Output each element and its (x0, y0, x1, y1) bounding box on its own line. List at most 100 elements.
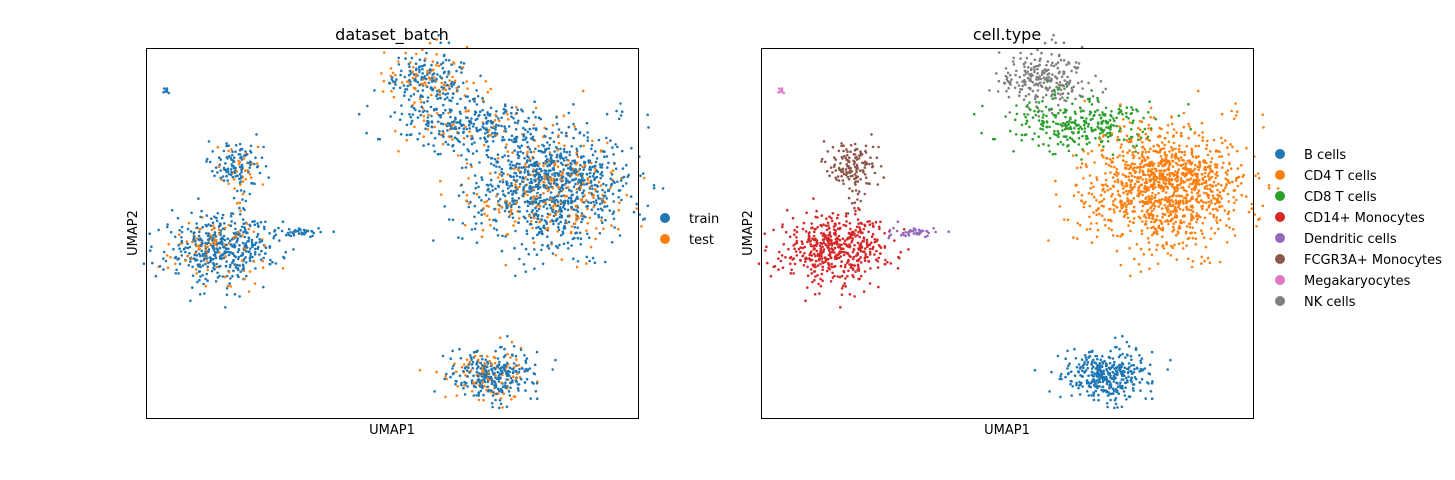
data-point (471, 360, 475, 364)
data-point (461, 237, 464, 240)
data-point (620, 198, 623, 202)
data-point (240, 170, 243, 174)
data-point (1023, 78, 1026, 82)
data-point (1077, 136, 1081, 140)
data-point (1094, 361, 1098, 365)
data-point (1088, 113, 1092, 116)
data-point (520, 243, 524, 246)
data-point (510, 111, 513, 115)
data-point (1023, 69, 1027, 73)
data-point (411, 113, 415, 116)
data-point (1089, 186, 1092, 190)
data-point (1051, 152, 1055, 156)
data-point (1157, 144, 1161, 148)
data-point (1256, 172, 1260, 175)
data-point (198, 270, 202, 273)
data-point (511, 354, 514, 357)
data-point (240, 155, 243, 159)
data-point (1046, 73, 1049, 76)
data-point (1096, 368, 1099, 371)
data-point (1115, 174, 1119, 177)
data-point (423, 81, 427, 84)
data-point (528, 202, 532, 205)
data-point (523, 370, 526, 373)
data-point (444, 108, 447, 112)
data-point (501, 189, 505, 193)
data-point (593, 183, 597, 187)
data-point (421, 48, 424, 52)
data-point (1167, 140, 1171, 143)
data-point (436, 61, 439, 65)
data-point (455, 69, 458, 73)
data-point (187, 221, 191, 225)
data-point (475, 103, 479, 106)
data-point (579, 237, 583, 240)
data-point (537, 162, 541, 165)
data-point (243, 154, 246, 157)
data-point (457, 131, 460, 135)
data-point (457, 139, 460, 143)
data-point (1108, 207, 1111, 211)
data-point (444, 395, 447, 399)
data-point (180, 239, 184, 243)
data-point (1060, 75, 1064, 79)
data-point (447, 111, 450, 115)
data-point (1151, 187, 1155, 191)
data-point (1074, 119, 1077, 122)
data-point (505, 143, 508, 146)
data-point (213, 264, 216, 267)
data-point (599, 149, 603, 152)
data-point (577, 169, 580, 173)
data-point (1153, 220, 1156, 224)
data-point (427, 81, 431, 85)
data-point (1040, 110, 1044, 113)
data-point (1091, 374, 1095, 378)
data-point (1144, 178, 1148, 181)
data-point (1171, 185, 1175, 189)
data-point (1232, 208, 1236, 212)
data-point (1164, 160, 1167, 163)
data-point (227, 270, 231, 274)
data-point (485, 149, 488, 152)
data-point (1169, 213, 1173, 216)
data-point (1105, 157, 1109, 160)
data-point (455, 394, 459, 397)
data-point (530, 180, 533, 184)
data-point (995, 72, 998, 75)
data-point (1125, 340, 1129, 344)
data-point (406, 80, 409, 83)
data-point (1115, 205, 1119, 209)
data-point (1155, 248, 1158, 252)
data-point (1044, 86, 1048, 89)
data-point (1130, 364, 1133, 367)
data-point (559, 205, 562, 209)
data-point (426, 99, 429, 103)
data-point (255, 162, 259, 165)
data-point (1178, 201, 1182, 204)
data-point (389, 115, 392, 118)
data-point (509, 376, 513, 380)
data-point (1203, 191, 1206, 195)
data-point (582, 155, 585, 158)
data-point (981, 104, 984, 108)
data-point (1041, 71, 1044, 74)
data-point (486, 355, 489, 358)
data-point (1007, 95, 1011, 99)
data-point (1085, 117, 1088, 120)
data-point (1240, 193, 1243, 197)
data-point (264, 220, 267, 224)
data-point (244, 199, 248, 203)
data-point (310, 230, 314, 233)
data-point (1085, 390, 1089, 393)
data-point (1085, 142, 1089, 146)
data-point (1021, 84, 1024, 88)
data-point (394, 83, 397, 86)
data-point (249, 254, 252, 258)
data-point (1218, 201, 1222, 204)
data-point (1084, 356, 1088, 359)
data-point (1110, 392, 1113, 396)
data-point (1075, 166, 1079, 170)
data-point (271, 260, 274, 264)
data-point (1075, 183, 1078, 187)
data-point (1103, 359, 1106, 363)
